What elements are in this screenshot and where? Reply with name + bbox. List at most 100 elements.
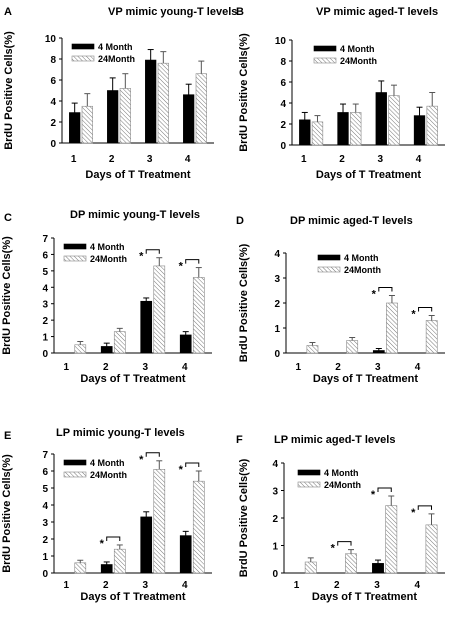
legend-swatch-4month <box>63 459 87 466</box>
bar-4month <box>179 334 192 354</box>
legend-label: 4 Month <box>90 458 125 468</box>
x-axis-label: Days of T Treatment <box>312 591 417 603</box>
significance-bracket <box>145 452 160 457</box>
bar-24month <box>304 561 317 574</box>
y-tick-label: 4 <box>42 501 48 512</box>
significance-star: * <box>411 309 416 321</box>
panel-title: VP mimic young-T levels <box>108 6 237 18</box>
bar-4month <box>100 564 113 574</box>
bar-24month <box>192 277 205 354</box>
legend-label: 24Month <box>90 470 127 480</box>
significance-bracket <box>145 249 160 254</box>
y-tick-label: 6 <box>42 467 48 478</box>
significance-bracket <box>377 487 392 492</box>
x-tick-label: 3 <box>375 362 381 373</box>
bar-4month <box>100 346 113 354</box>
legend-label: 24Month <box>344 265 381 275</box>
legend-swatch-24month <box>317 266 341 273</box>
bar-24month <box>195 73 207 144</box>
y-tick-label: 1 <box>42 552 48 563</box>
bar-4month <box>299 119 311 146</box>
significance-bracket <box>337 541 352 546</box>
x-tick-label: 1 <box>301 154 307 165</box>
y-tick-label: 6 <box>280 78 286 89</box>
bar-24month <box>74 344 87 354</box>
y-tick-label: 6 <box>50 76 56 87</box>
x-tick-label: 3 <box>147 154 153 165</box>
y-tick-label: 1 <box>272 542 278 553</box>
panel-f: F LP mimic aged-T levels 0 1 2 3 4 BrdU Positiv… <box>236 434 445 603</box>
bar-24month <box>119 88 131 144</box>
panel-letter: A <box>4 6 12 18</box>
panel-letter: C <box>4 212 12 224</box>
legend-label: 4 Month <box>340 44 375 54</box>
bar-24month <box>306 345 319 354</box>
x-tick-label: 1 <box>71 154 77 165</box>
legend-swatch-4month <box>297 469 321 476</box>
y-tick-label: 0 <box>280 141 286 152</box>
bar-24month <box>153 468 166 574</box>
significance-star: * <box>331 543 336 555</box>
x-tick-label: 2 <box>103 362 109 373</box>
panel-letter: E <box>4 430 11 442</box>
bar-4month <box>140 300 153 354</box>
y-tick-label: 3 <box>42 300 48 311</box>
x-axis-label: Days of T Treatment <box>80 373 185 385</box>
y-axis-label: BrdU Positive Cells(%) <box>238 458 250 577</box>
significance-star: * <box>179 464 184 476</box>
bar-24month <box>385 505 398 574</box>
y-tick-label: 4 <box>42 283 48 294</box>
y-tick-label: 4 <box>50 97 56 108</box>
panel-letter: D <box>236 215 244 227</box>
bar-24month <box>425 320 438 354</box>
x-axis-label: Days of T Treatment <box>313 373 418 385</box>
bar-24month <box>113 331 126 354</box>
bar-4month <box>413 115 426 146</box>
legend: 4 Month 24Month <box>71 42 135 64</box>
legend-label: 24Month <box>340 56 377 66</box>
panel-e: E LP mimic young-T levels 0 1 2 3 4 5 6 7 BrdU Pos… <box>1 427 212 603</box>
x-tick-label: 4 <box>414 580 420 591</box>
panel-letter: B <box>236 6 244 18</box>
x-tick-label: 2 <box>334 580 340 591</box>
significance-bracket <box>106 536 121 541</box>
legend-swatch-24month <box>313 57 337 64</box>
panel-letter: F <box>236 434 243 446</box>
y-axis-label: BrdU Positive Cells(%) <box>1 236 13 355</box>
bar-24month <box>192 480 205 574</box>
x-tick-label: 1 <box>63 580 69 591</box>
legend-label: 24Month <box>324 480 361 490</box>
x-tick-label: 2 <box>103 580 109 591</box>
x-axis-label: Days of T Treatment <box>80 591 185 603</box>
significance-bracket <box>378 287 393 292</box>
x-tick-label: 1 <box>296 362 302 373</box>
y-tick-label: 10 <box>45 34 57 45</box>
legend-swatch-24month <box>71 55 95 62</box>
bar-24month <box>350 112 362 146</box>
x-tick-label: 4 <box>182 362 188 373</box>
panel-b: B VP mimic aged-T levels 0 2 4 6 8 10 BrdU Posit… <box>236 6 445 181</box>
x-tick-label: 4 <box>182 580 188 591</box>
y-tick-label: 1 <box>42 333 48 344</box>
y-tick-label: 2 <box>274 299 280 310</box>
panel-c: C DP mimic young-T levels 0 1 2 3 4 5 6 7 BrdU Pos… <box>1 209 212 385</box>
bar-24month <box>113 548 126 574</box>
y-tick-label: 5 <box>42 484 48 495</box>
bar-4month <box>107 90 119 144</box>
legend-swatch-4month <box>313 45 337 52</box>
legend: 4 Month 24Month <box>63 242 127 264</box>
y-axis-label: BrdU Positive Cells(%) <box>238 33 250 152</box>
bar-24month <box>426 105 438 146</box>
legend-label: 24Month <box>90 254 127 264</box>
panel-title: LP mimic aged-T levels <box>274 434 395 446</box>
y-axis-label: BrdU Positive Cells(%) <box>238 243 250 362</box>
y-tick-label: 8 <box>50 55 56 66</box>
panel-d: D DP mimic aged-T levels 0 1 2 3 4 BrdU Positiv… <box>236 215 445 385</box>
y-tick-label: 2 <box>272 514 278 525</box>
legend-label: 4 Month <box>344 253 379 263</box>
x-tick-label: 2 <box>109 154 115 165</box>
y-tick-label: 6 <box>42 250 48 261</box>
significance-star: * <box>100 538 105 550</box>
y-tick-label: 1 <box>274 324 280 335</box>
bar-4month <box>372 563 384 574</box>
